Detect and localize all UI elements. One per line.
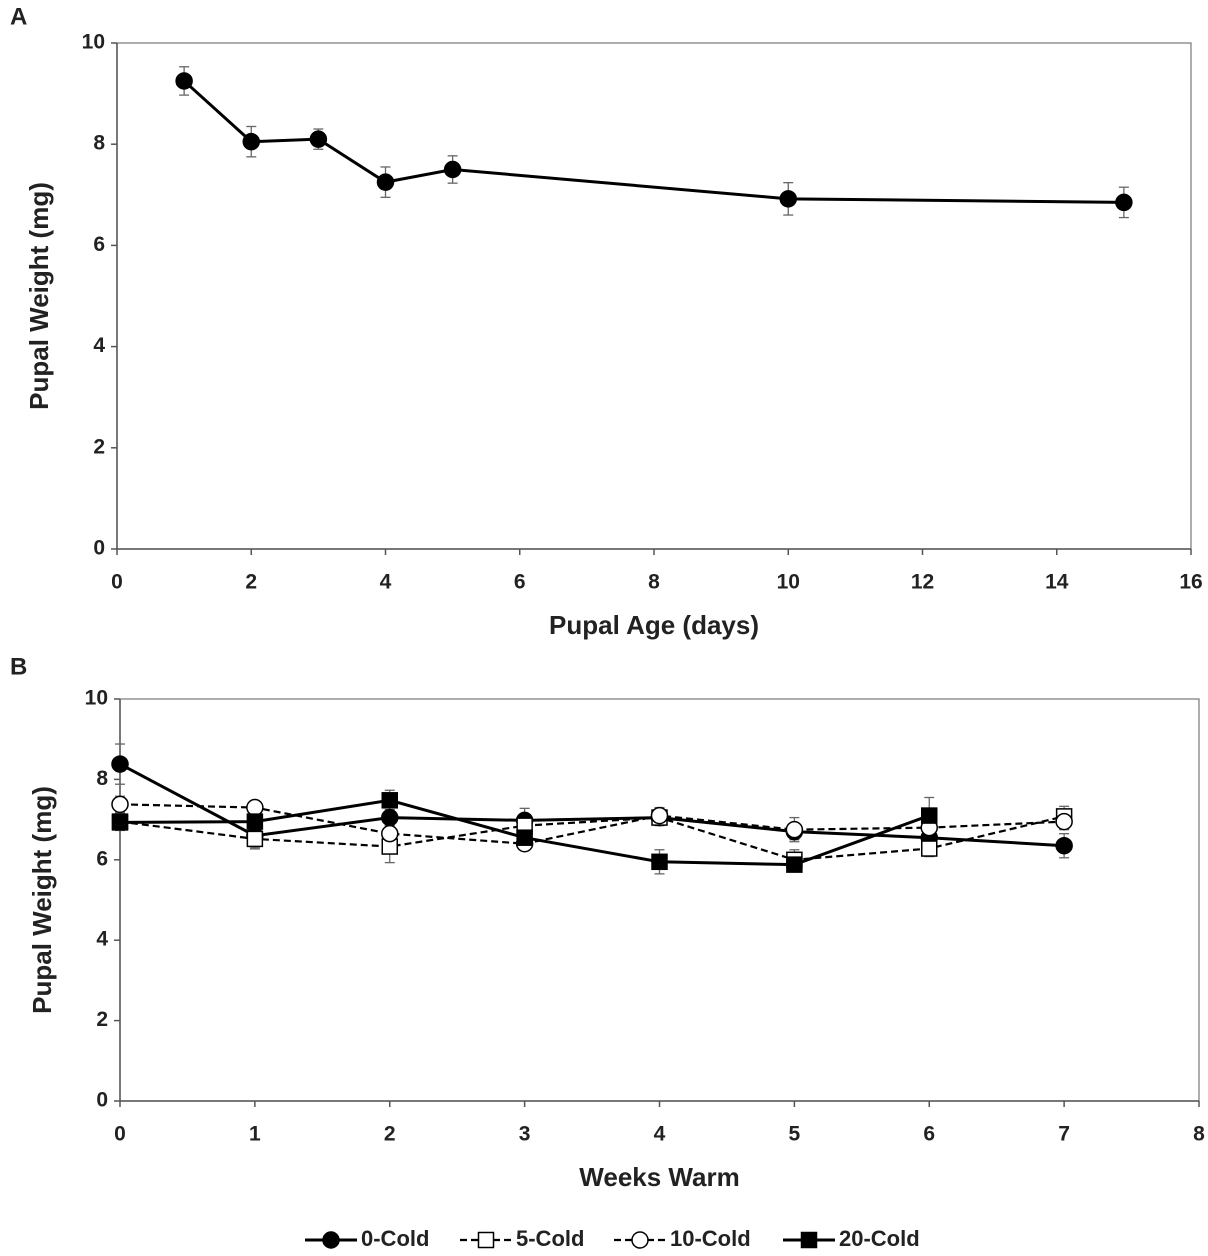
y-tick-label: 8	[96, 767, 108, 790]
legend-label: 0-Cold	[361, 1226, 429, 1251]
y-tick-label: 8	[93, 132, 105, 155]
x-tick-label: 7	[1058, 1123, 1070, 1146]
legend-marker	[477, 1231, 495, 1249]
legend-marker	[800, 1231, 818, 1249]
legend-label: 5-Cold	[516, 1226, 584, 1251]
y-tick-label: 6	[93, 233, 105, 256]
y-axis-label: Pupal Weight (mg)	[24, 182, 54, 410]
marker	[1055, 836, 1073, 855]
x-axis-label: Pupal Age (days)	[549, 610, 759, 640]
marker	[1115, 193, 1133, 212]
x-tick-label: 4	[380, 571, 392, 594]
marker	[111, 814, 129, 831]
y-axis-label: Pupal Weight (mg)	[27, 786, 57, 1014]
series-line	[119, 803, 1065, 845]
x-tick-label: 6	[514, 571, 526, 594]
plot-frame	[116, 42, 1192, 550]
marker	[516, 829, 533, 846]
y-tick-label: 4	[93, 334, 105, 357]
marker	[785, 820, 804, 839]
x-tick-label: 5	[789, 1123, 801, 1146]
legend-label: 20-Cold	[839, 1226, 920, 1251]
marker	[246, 798, 264, 817]
marker	[246, 830, 264, 848]
marker	[651, 853, 668, 871]
y-tick-label: 4	[96, 928, 108, 951]
y-tick-label: 10	[85, 687, 108, 710]
x-tick-label: 8	[1193, 1123, 1205, 1146]
x-tick-label: 0	[111, 571, 123, 594]
marker	[309, 130, 328, 148]
y-tick-label: 2	[93, 435, 105, 458]
panel-label: B	[10, 653, 27, 680]
y-tick-label: 2	[96, 1008, 108, 1031]
marker	[381, 808, 399, 827]
x-tick-label: 1	[249, 1123, 261, 1146]
series-line	[119, 815, 1065, 861]
marker	[376, 173, 395, 191]
x-tick-label: 16	[1179, 571, 1202, 594]
marker	[111, 755, 129, 773]
x-tick-label: 4	[654, 1123, 666, 1146]
legend-label: 10-Cold	[670, 1226, 751, 1251]
marker	[246, 813, 264, 830]
y-tick-label: 0	[96, 1089, 108, 1112]
marker	[381, 824, 399, 843]
x-tick-label: 2	[245, 571, 257, 594]
marker	[921, 807, 938, 824]
y-tick-label: 10	[82, 31, 105, 54]
x-tick-label: 14	[1045, 571, 1069, 594]
legend-marker	[322, 1231, 340, 1249]
marker	[1055, 812, 1073, 831]
y-tick-label: 6	[96, 847, 108, 870]
marker	[242, 132, 260, 151]
marker	[443, 160, 462, 179]
marker	[381, 792, 398, 809]
plot-frame	[119, 698, 1200, 1102]
marker	[779, 190, 797, 208]
marker	[650, 806, 669, 825]
x-tick-label: 2	[384, 1123, 396, 1146]
x-tick-label: 0	[114, 1123, 126, 1146]
marker	[786, 856, 803, 873]
x-tick-label: 6	[923, 1123, 935, 1146]
x-axis-label: Weeks Warm	[579, 1162, 739, 1192]
x-tick-label: 8	[648, 571, 660, 594]
marker	[921, 840, 938, 857]
series-line	[119, 762, 1065, 848]
marker	[175, 72, 193, 90]
marker	[111, 795, 129, 814]
x-tick-label: 3	[519, 1123, 531, 1146]
x-tick-label: 12	[911, 571, 934, 594]
x-tick-label: 10	[777, 571, 800, 594]
legend-marker	[631, 1231, 649, 1249]
y-tick-label: 0	[93, 537, 105, 560]
panel-label: A	[10, 3, 27, 30]
